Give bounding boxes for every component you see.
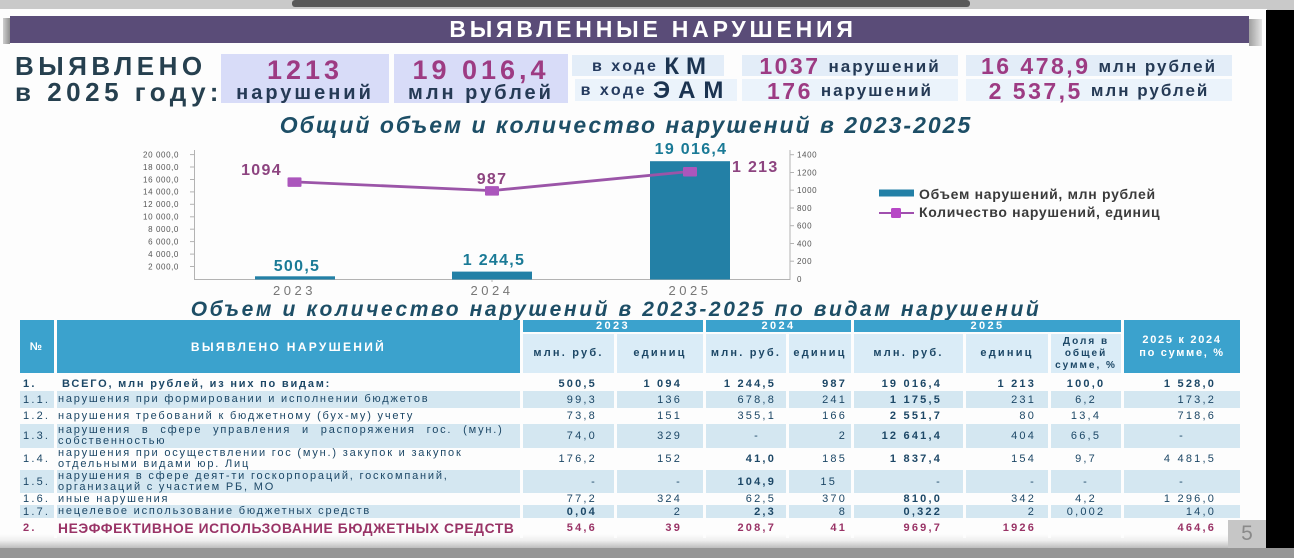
svg-text:1 213: 1 213: [732, 159, 779, 176]
svg-text:200: 200: [797, 257, 812, 266]
svg-text:1000: 1000: [797, 186, 817, 195]
svg-text:2023: 2023: [273, 283, 316, 298]
svg-text:987: 987: [477, 171, 508, 188]
svg-text:1200: 1200: [797, 168, 817, 177]
svg-text:16 000,0: 16 000,0: [143, 175, 179, 184]
svg-text:10 000,0: 10 000,0: [143, 213, 179, 222]
svg-text:8 000,0: 8 000,0: [148, 225, 179, 234]
svg-text:600: 600: [797, 222, 812, 231]
svg-text:800: 800: [797, 204, 812, 213]
svg-text:19 016,4: 19 016,4: [655, 141, 728, 158]
svg-text:Объем нарушений, млн рублей: Объем нарушений, млн рублей: [919, 186, 1156, 202]
svg-text:400: 400: [797, 239, 812, 248]
svg-text:500,5: 500,5: [274, 258, 321, 275]
svg-text:Количество нарушений, единиц: Количество нарушений, единиц: [919, 204, 1160, 220]
svg-text:0: 0: [797, 275, 802, 284]
svg-text:1400: 1400: [797, 151, 817, 160]
svg-text:6 000,0: 6 000,0: [148, 237, 179, 246]
svg-text:12 000,0: 12 000,0: [143, 200, 179, 209]
svg-text:1094: 1094: [241, 162, 282, 179]
svg-text:20 000,0: 20 000,0: [143, 150, 179, 159]
svg-text:2025: 2025: [669, 283, 712, 298]
svg-text:4 000,0: 4 000,0: [148, 250, 179, 259]
svg-text:2 000,0: 2 000,0: [148, 262, 179, 271]
svg-text:14 000,0: 14 000,0: [143, 188, 179, 197]
svg-text:1 244,5: 1 244,5: [463, 252, 525, 269]
svg-text:18 000,0: 18 000,0: [143, 163, 179, 172]
svg-text:2024: 2024: [471, 283, 514, 298]
